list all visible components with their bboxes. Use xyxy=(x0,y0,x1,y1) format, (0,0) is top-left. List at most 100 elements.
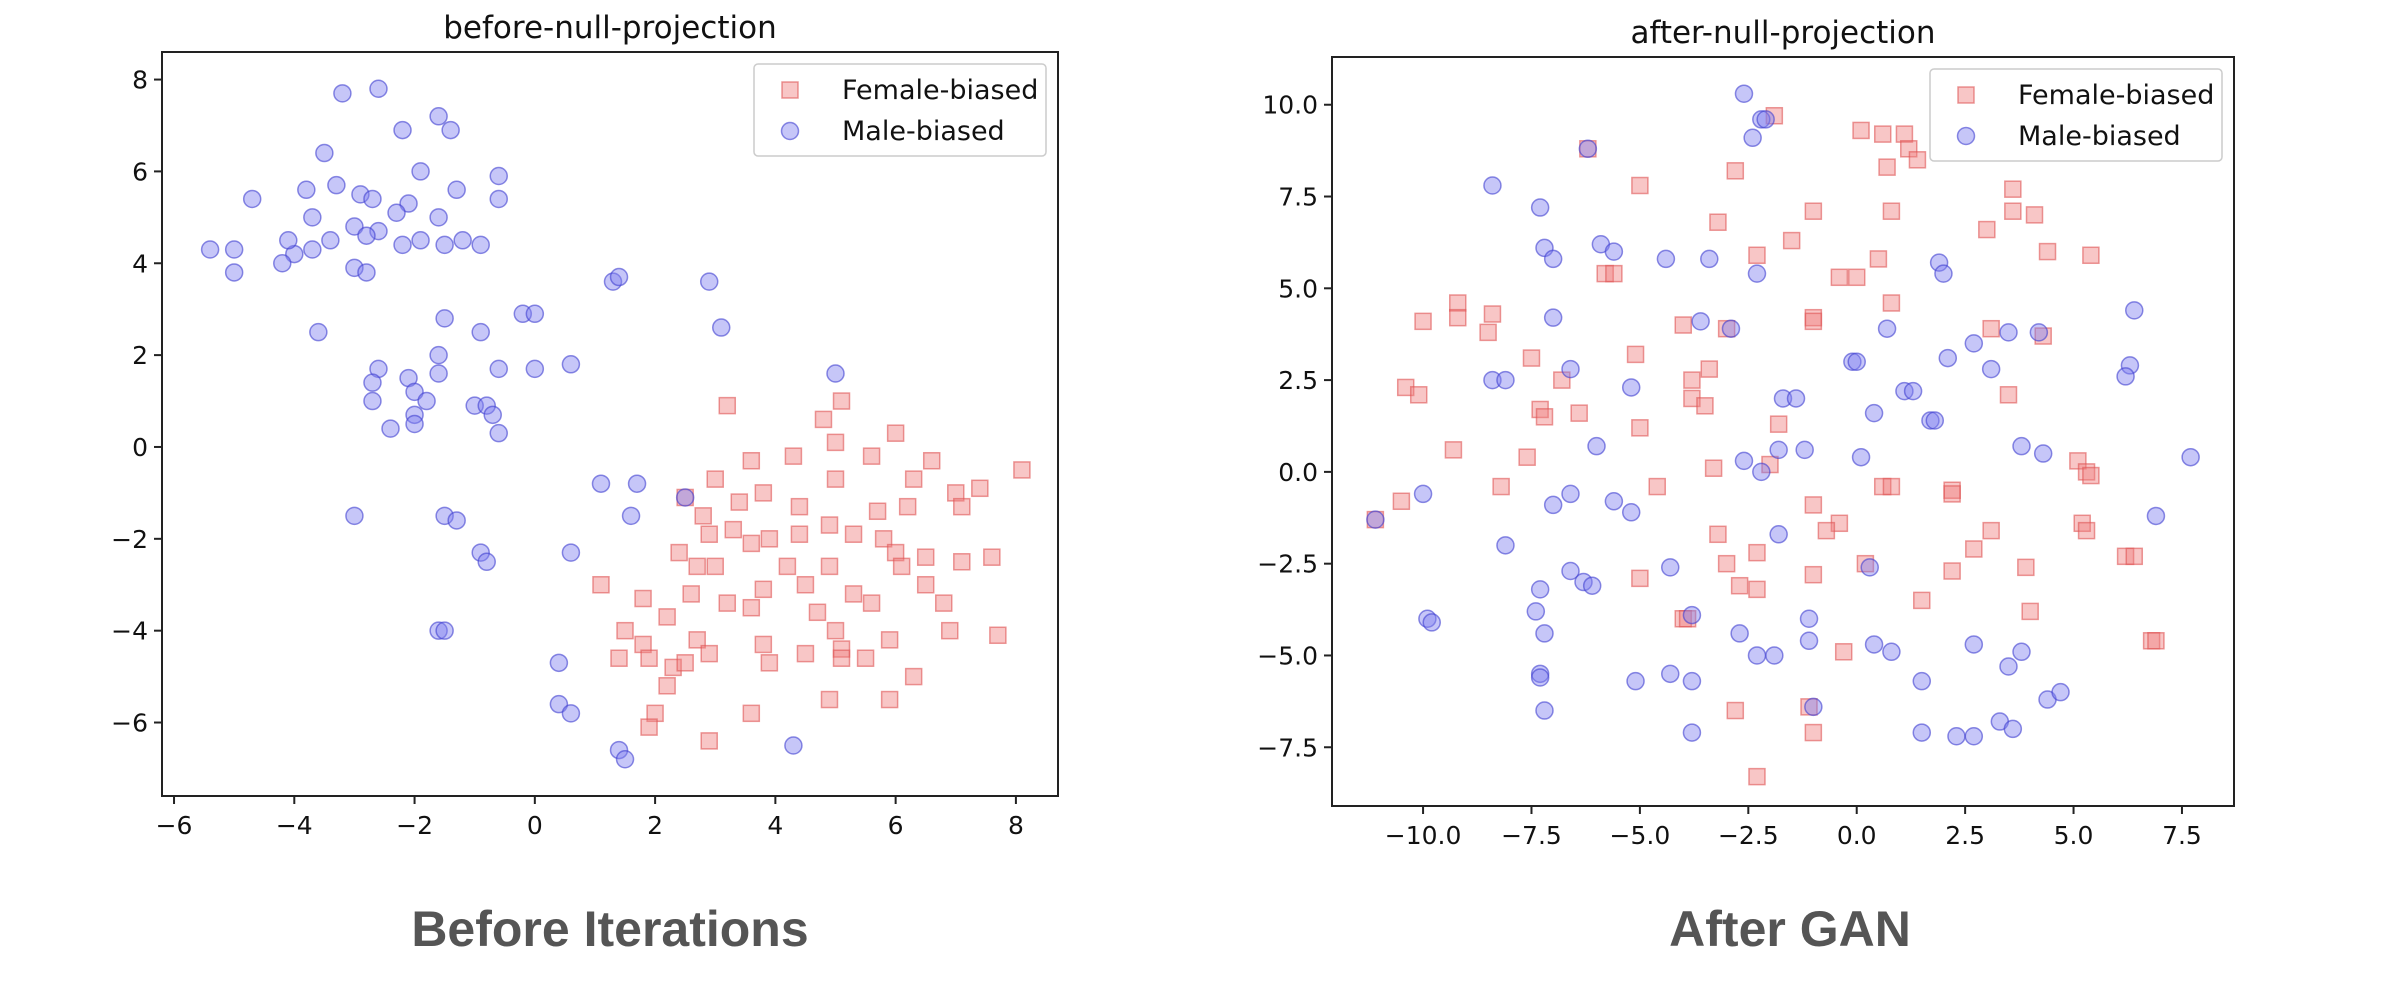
data-point xyxy=(1682,605,1702,625)
data-point xyxy=(592,575,610,594)
x-tick-label: −6 xyxy=(156,811,193,840)
y-tick-label: −6 xyxy=(111,709,148,738)
data-point xyxy=(844,585,863,603)
data-point xyxy=(1392,492,1411,511)
data-point xyxy=(1605,264,1623,283)
data-point xyxy=(1851,447,1871,467)
data-point xyxy=(561,355,581,374)
data-point xyxy=(1795,440,1814,460)
data-point xyxy=(1847,268,1866,287)
data-point xyxy=(1700,360,1719,378)
data-point xyxy=(646,704,664,723)
data-point xyxy=(941,621,959,640)
data-point xyxy=(989,626,1007,645)
data-point xyxy=(826,364,845,383)
data-point xyxy=(1765,646,1784,665)
data-point xyxy=(832,649,851,667)
data-point xyxy=(1964,726,1984,746)
data-point xyxy=(1748,543,1766,562)
data-point xyxy=(1492,477,1510,496)
data-point xyxy=(760,654,779,672)
data-point xyxy=(1864,403,1884,423)
data-point xyxy=(754,484,773,502)
data-point xyxy=(1535,701,1554,720)
data-point xyxy=(868,502,887,521)
data-point xyxy=(381,419,400,438)
data-point xyxy=(435,309,454,328)
data-point xyxy=(1769,415,1788,433)
data-point xyxy=(1786,389,1806,408)
data-point xyxy=(345,506,364,526)
data-point xyxy=(1964,635,1984,654)
data-point xyxy=(2025,206,2044,224)
data-point xyxy=(1604,492,1624,511)
data-point xyxy=(706,557,724,576)
data-point xyxy=(477,396,496,415)
data-point xyxy=(2146,506,2166,526)
data-point xyxy=(1696,397,1714,415)
data-point xyxy=(820,557,839,576)
data-point xyxy=(363,189,382,209)
data-point xyxy=(675,488,695,507)
data-point xyxy=(1752,110,1771,129)
data-point xyxy=(2003,719,2023,739)
data-point xyxy=(880,631,899,649)
chart-title: before-null-projection xyxy=(443,10,776,46)
data-point xyxy=(640,718,658,736)
data-point xyxy=(369,79,388,98)
x-tick-label: 6 xyxy=(888,811,904,840)
data-point xyxy=(417,391,436,411)
data-point xyxy=(953,497,971,516)
x-tick-label: −5.0 xyxy=(1610,821,1671,850)
data-point xyxy=(429,364,448,383)
data-point xyxy=(971,479,989,498)
data-point xyxy=(874,530,893,548)
data-point xyxy=(393,120,412,140)
data-point xyxy=(1444,441,1463,459)
data-point xyxy=(561,704,581,723)
series-male-biased xyxy=(1366,84,2200,746)
data-point xyxy=(1804,565,1823,584)
data-point xyxy=(886,543,905,562)
data-point xyxy=(916,575,935,594)
y-tick-label: −2.5 xyxy=(1257,550,1318,579)
data-point xyxy=(429,107,448,126)
data-point xyxy=(1013,461,1031,479)
data-point xyxy=(796,575,815,594)
y-tick-label: 10.0 xyxy=(1262,91,1318,120)
data-point xyxy=(483,405,502,425)
data-point xyxy=(1543,308,1563,327)
data-point xyxy=(856,649,875,667)
data-point xyxy=(1756,110,1775,129)
caption-before-iterations: Before Iterations xyxy=(411,901,809,957)
data-point xyxy=(1682,671,1702,691)
data-point xyxy=(814,410,833,429)
data-point xyxy=(790,497,809,516)
data-point xyxy=(898,497,917,516)
data-point xyxy=(1860,558,1879,577)
legend-label: Female-biased xyxy=(842,75,1038,106)
data-point xyxy=(724,520,743,539)
data-point xyxy=(1999,386,2018,404)
y-tick-label: 7.5 xyxy=(1278,183,1318,212)
data-point xyxy=(670,543,688,562)
data-point xyxy=(1773,389,1793,408)
legend: Female-biased Male-biased xyxy=(1929,68,2223,162)
caption-after-gan: After GAN xyxy=(1669,901,1911,957)
data-point xyxy=(453,231,472,250)
data-point xyxy=(1943,562,1961,580)
data-point xyxy=(1496,370,1515,390)
data-point xyxy=(2077,521,2096,540)
data-point xyxy=(429,621,448,640)
data-point xyxy=(760,530,779,548)
data-point xyxy=(1734,84,1754,103)
data-point xyxy=(688,557,706,576)
data-point xyxy=(1730,576,1749,595)
data-point xyxy=(1414,312,1432,331)
data-point xyxy=(242,189,262,209)
data-point xyxy=(1631,569,1649,588)
data-point xyxy=(2012,436,2031,456)
data-point xyxy=(279,231,298,250)
data-point xyxy=(784,447,803,465)
data-point xyxy=(1799,609,1819,628)
